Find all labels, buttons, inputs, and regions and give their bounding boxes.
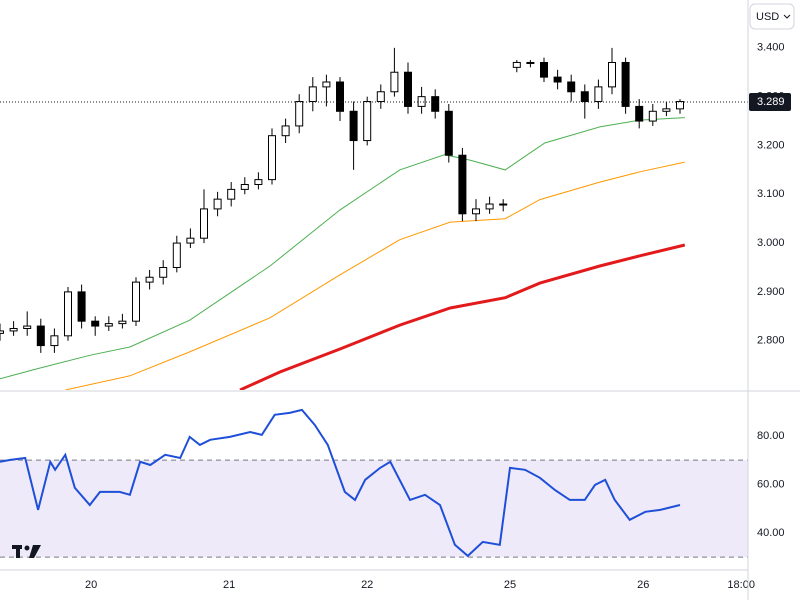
- candle-body: [145, 276, 154, 283]
- candle-body: [540, 61, 548, 78]
- x-tick-label: 18:00: [727, 579, 755, 591]
- y-tick-label: 40.00: [757, 527, 785, 539]
- moving-average-line: [65, 161, 685, 390]
- candle-body: [662, 108, 671, 112]
- currency-button[interactable]: USD: [749, 3, 795, 30]
- candle-body: [512, 61, 521, 68]
- candle-body: [390, 71, 399, 93]
- candle-body: [0, 330, 4, 334]
- candle-body: [526, 61, 535, 64]
- candle-body: [240, 184, 249, 190]
- candle-body: [9, 327, 18, 332]
- candle-body: [621, 61, 630, 107]
- y-tick-label: 2.900: [757, 286, 785, 298]
- x-tick-label: 22: [361, 579, 373, 591]
- y-tick-label: 80.00: [757, 430, 785, 442]
- candle-body: [567, 81, 576, 93]
- candle-body: [213, 198, 222, 210]
- last-price-box: [749, 93, 791, 112]
- candle-body: [104, 323, 113, 327]
- candle-body: [159, 266, 168, 278]
- y-tick-label: 3.000: [757, 237, 785, 249]
- y-tick-label: 3.100: [757, 188, 785, 200]
- x-tick-label: 26: [637, 579, 649, 591]
- candle-body: [50, 335, 59, 347]
- price-panel: [0, 47, 748, 390]
- candle-body: [308, 86, 317, 103]
- currency-label[interactable]: USD: [756, 11, 779, 23]
- candle-body: [444, 110, 453, 156]
- candle-body: [431, 96, 440, 112]
- candle-body: [635, 105, 644, 122]
- x-tick-label: 21: [223, 579, 235, 591]
- candle-body: [608, 61, 616, 88]
- y-tick-label: 3.400: [757, 42, 785, 54]
- candle-body: [553, 76, 562, 83]
- candle-body: [594, 86, 603, 103]
- candle-body: [227, 188, 236, 200]
- candle-body: [404, 71, 412, 107]
- candle-body: [91, 320, 100, 327]
- y-tick-label: 2.800: [757, 335, 785, 347]
- y-tick-label: 60.00: [757, 478, 785, 490]
- candle-body: [336, 81, 344, 112]
- candle-body: [417, 96, 426, 107]
- candle-body: [458, 154, 467, 215]
- candle-body: [23, 325, 32, 329]
- last-price-label: 3.289: [757, 96, 785, 108]
- candle-body: [268, 135, 276, 181]
- candle-body: [499, 203, 508, 206]
- rsi-line: [0, 408, 681, 558]
- candle-body: [132, 281, 140, 322]
- candle-body: [349, 110, 358, 142]
- moving-average-line: [239, 243, 686, 390]
- currency-button-box[interactable]: [749, 3, 795, 30]
- candle-body: [36, 325, 45, 347]
- rsi-panel: [0, 408, 748, 558]
- logo-part: [16, 545, 20, 558]
- candle-body: [676, 101, 684, 110]
- candle-body: [485, 203, 494, 210]
- candle-body: [648, 110, 657, 122]
- candle-body: [376, 91, 385, 103]
- moving-average-line: [0, 117, 685, 380]
- axes: 2.8002.9003.0003.1003.2003.3003.40020212…: [85, 42, 791, 591]
- candle-body: [363, 101, 372, 142]
- candle-body: [254, 179, 263, 186]
- candle-body: [172, 242, 181, 268]
- candle-body: [472, 208, 480, 215]
- x-tick-label: 25: [504, 579, 516, 591]
- y-tick-label: 3.200: [757, 139, 785, 151]
- logo-part: [29, 545, 41, 558]
- candle-body: [77, 291, 86, 322]
- candle-body: [580, 91, 589, 103]
- candle-body: [295, 101, 304, 127]
- logo: [12, 545, 41, 558]
- candle-body: [64, 291, 72, 337]
- logo-part: [24, 545, 30, 551]
- rsi-band: [0, 460, 748, 558]
- dropdown-arrow[interactable]: [783, 14, 791, 19]
- candle-body: [186, 237, 195, 244]
- candle-body: [281, 125, 290, 137]
- candle-body: [322, 81, 331, 88]
- candle-body: [118, 320, 127, 325]
- x-tick-label: 20: [85, 579, 97, 591]
- candle-body: [200, 208, 208, 239]
